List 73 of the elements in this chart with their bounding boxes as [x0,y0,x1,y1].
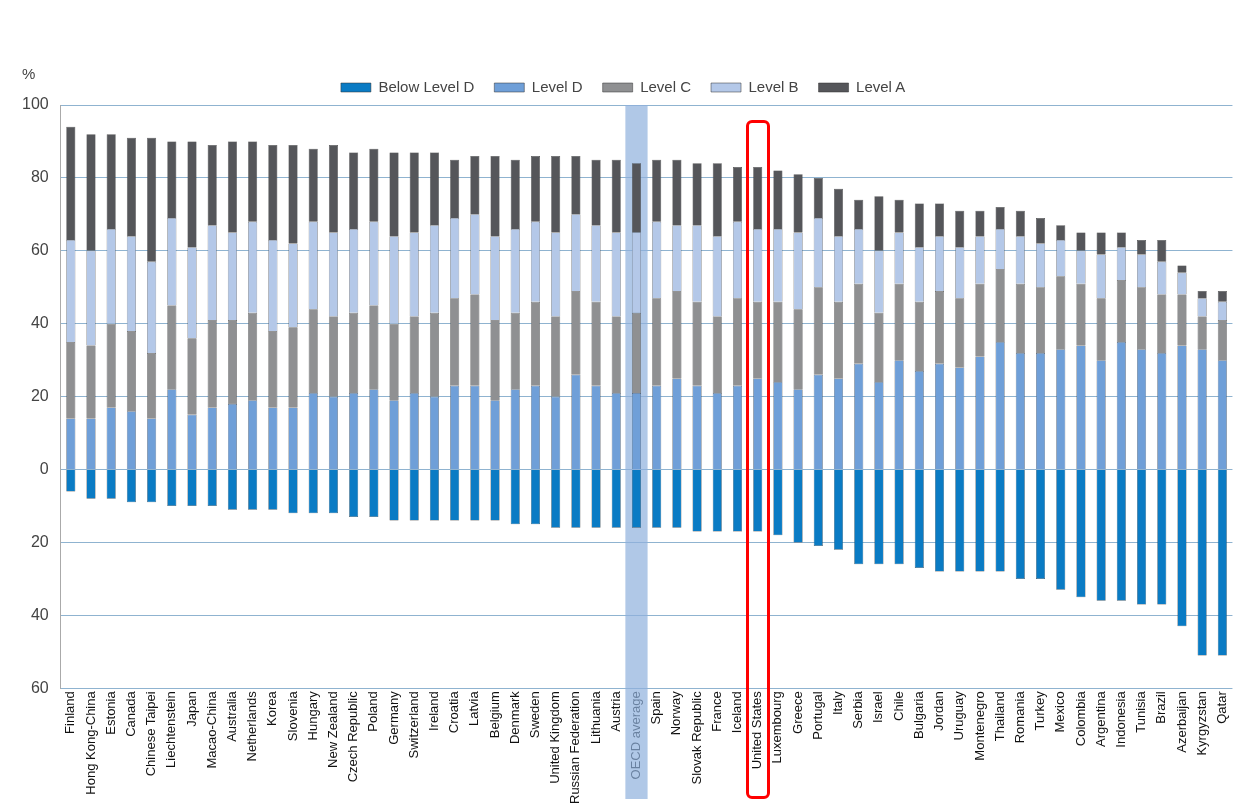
x-tick-label: Tunisia [1133,690,1149,733]
x-tick-label: Lithuania [587,690,603,745]
legend-label: Level C [640,77,692,95]
x-tick-label: Chinese Taipei [143,691,159,777]
y-tick-label: 0 [39,459,49,477]
x-tick-label: Macao-China [203,690,219,769]
x-tick-label: Slovenia [284,690,300,742]
y-tick-label: 60 [30,678,49,696]
x-tick-label: Portugal [809,691,825,740]
x-tick-label: Croatia [446,690,462,734]
x-tick-label: Korea [264,690,280,726]
x-tick-label: Spain [648,691,664,725]
x-tick-label: France [708,691,724,732]
x-tick-label: Belgium [486,691,502,739]
x-tick-label: Canada [122,690,138,737]
x-tick-label: Romania [1011,690,1027,744]
y-tick-label: 20 [30,532,49,550]
x-tick-label: Israel [870,691,886,724]
x-tick-label: Japan [183,691,199,727]
x-tick-label: Hong Kong-China [82,690,98,795]
x-tick-label: Greece [789,691,805,734]
x-tick-label: Ireland [426,691,442,732]
x-tick-label: Kyrgyzstan [1193,691,1209,756]
x-tick-label: Uruguay [951,690,967,741]
x-tick-label: Luxembourg [769,691,785,764]
y-tick-label: 60 [30,241,49,259]
y-tick-label: 20 [30,387,49,405]
x-tick-label: Austria [607,690,623,732]
x-tick-label: Brazil [1153,691,1169,724]
x-tick-label: Azerbaijan [1173,691,1189,753]
x-tick-label: Australia [224,690,239,742]
x-tick-label: Argentina [1092,690,1108,747]
y-tick-label: 80 [30,168,49,186]
y-tick-label: 100 [21,95,49,113]
x-tick-label: Mexico [1052,691,1068,733]
x-tick-label: Indonesia [1112,690,1128,748]
x-tick-label: Denmark [506,690,522,745]
x-tick-label: Estonia [102,690,118,735]
y-tick-label: 40 [30,314,49,332]
x-tick-label: Iceland [729,691,745,734]
x-tick-label: Turkey [1032,690,1048,731]
legend-label: Below Level D [378,77,475,95]
x-tick-label: Latvia [466,690,482,726]
x-tick-label: Poland [365,691,381,732]
x-tick-label: Russian Federation [567,691,583,805]
x-tick-label: United Kingdom [547,691,563,784]
x-tick-label: Sweden [527,691,543,739]
x-tick-label: Jordan [931,691,947,732]
x-tick-label: Qatar [1213,690,1229,724]
legend-label: Level D [531,77,583,95]
y-tick-label: 40 [30,605,49,623]
y-axis-title: % [22,65,36,83]
x-tick-label: Germany [385,690,401,745]
x-tick-label: Chile [890,691,906,721]
x-tick-label: OECD average [628,691,644,780]
x-tick-label: Hungary [304,690,320,741]
x-tick-label: Netherlands [244,690,260,762]
x-tick-label: Slovak Republic [688,690,704,785]
legend-label: Level B [748,77,799,95]
x-tick-label: United States [749,690,765,770]
x-tick-label: Serbia [850,690,866,729]
x-tick-label: Italy [830,690,846,716]
x-tick-label: Norway [668,690,684,736]
x-tick-label: Montenegro [971,691,987,761]
x-tick-label: New Zealand [325,691,341,768]
x-tick-label: Czech Republic [345,690,361,783]
x-tick-label: Switzerland [405,691,421,759]
x-tick-label: Bulgaria [910,690,926,739]
legend-label: Level A [856,77,906,95]
x-tick-label: Finland [62,691,78,734]
x-tick-label: Colombia [1072,690,1088,747]
x-tick-label: Thailand [991,691,1007,742]
x-tick-label: Liechtenstein [163,691,179,768]
